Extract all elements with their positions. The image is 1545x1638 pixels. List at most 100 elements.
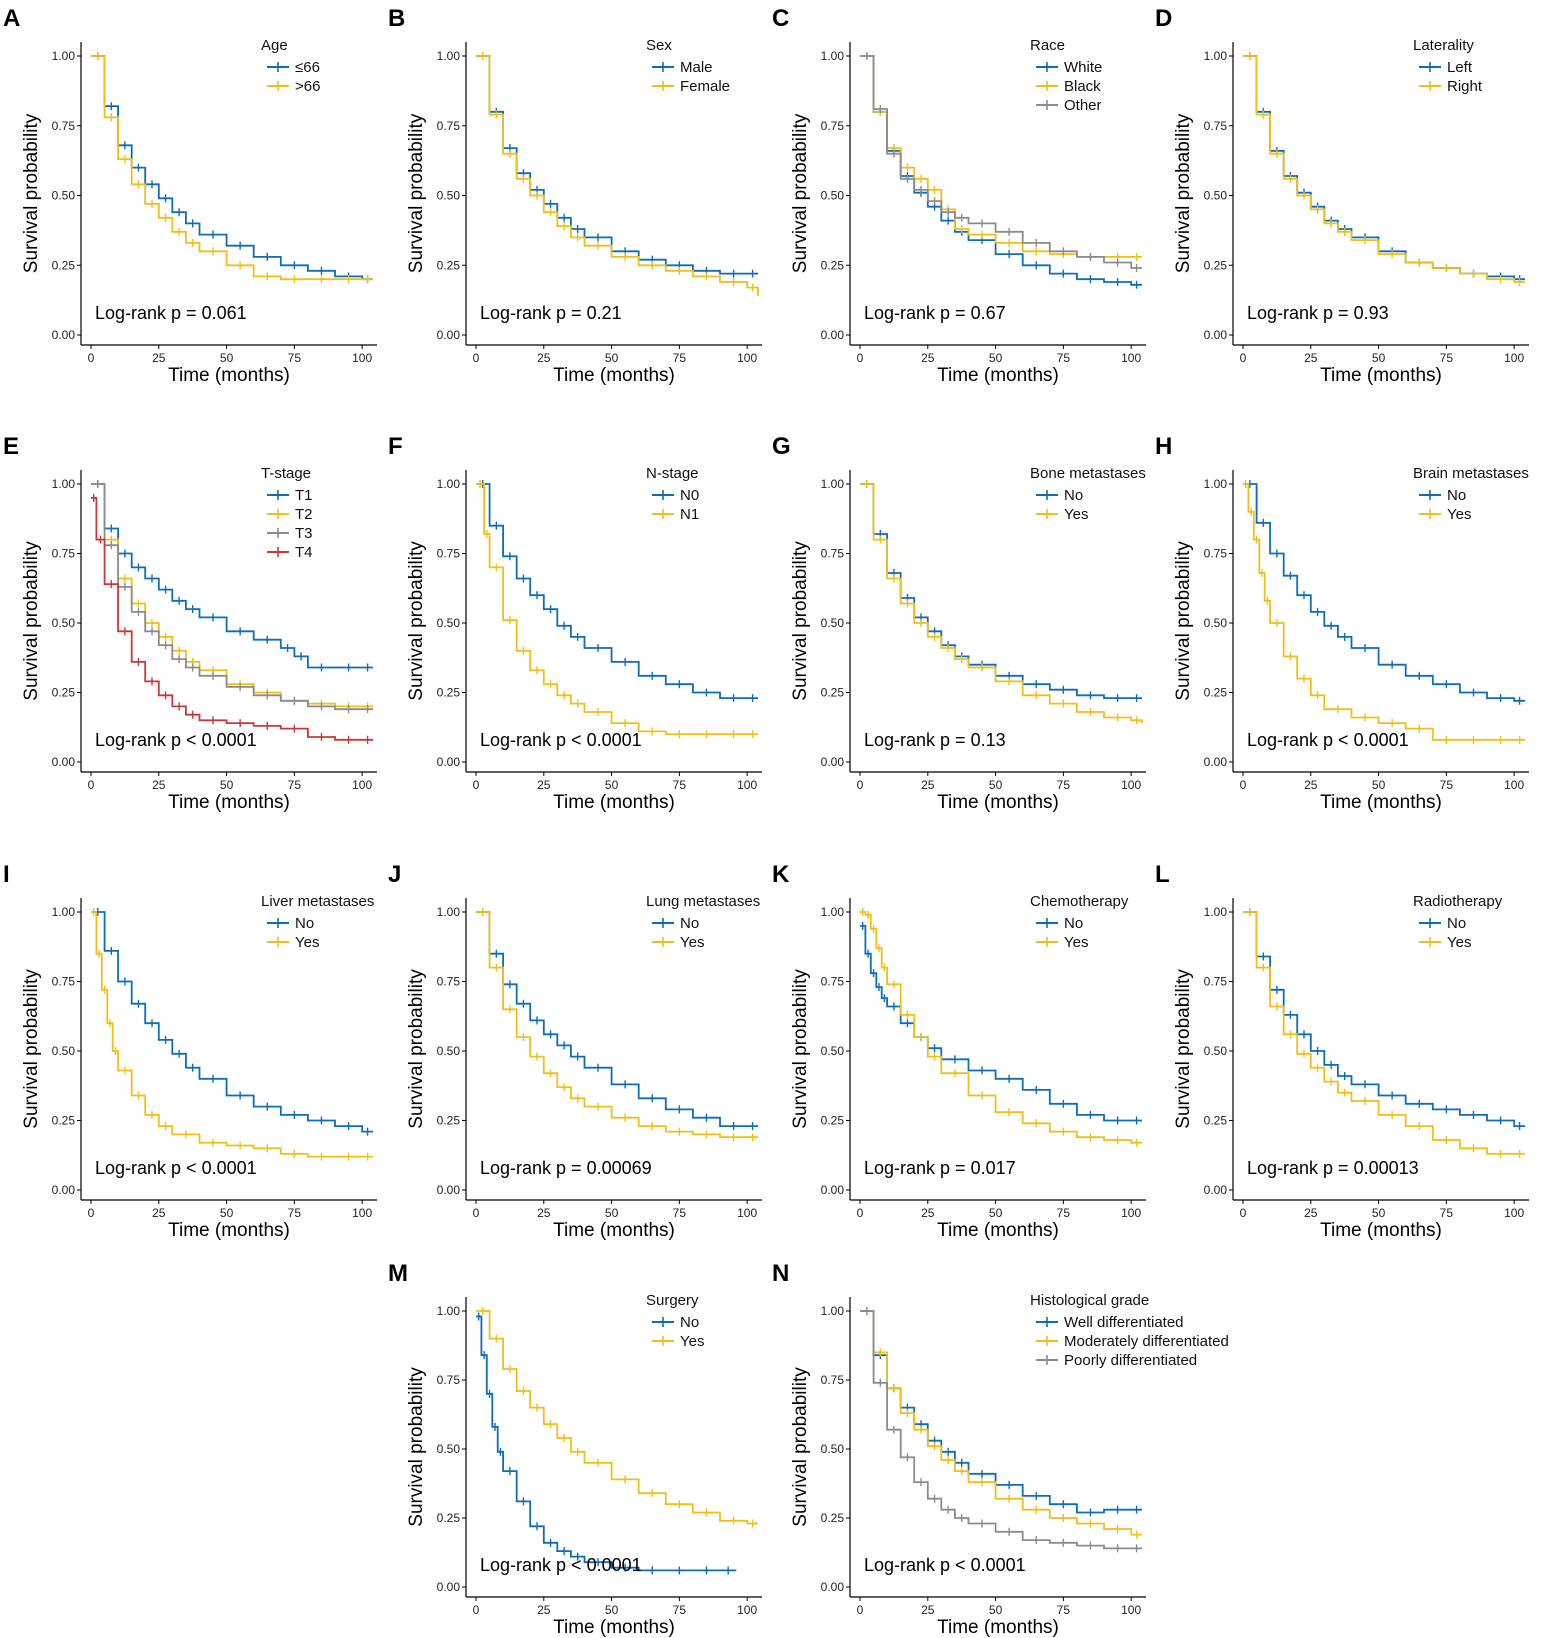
- panel-letter: M: [388, 1260, 408, 1287]
- x-tick-label: 50: [989, 778, 1003, 792]
- y-tick-label: 1.00: [437, 49, 461, 63]
- logrank-pvalue: Log-rank p < 0.0001: [480, 1555, 642, 1575]
- panel-l: L 0.00 0.25 0.50 0.75 1.00 0 25 50 75 100 Time (mon…: [1155, 861, 1529, 1241]
- y-tick-label: 0.75: [437, 119, 461, 133]
- survival-curve: [476, 483, 758, 736]
- survival-curve: [91, 483, 373, 711]
- x-tick-label: 100: [1121, 1603, 1141, 1617]
- panel-letter: B: [388, 5, 405, 32]
- x-axis-title: Time (months): [553, 792, 675, 813]
- y-axis-title: Survival probability: [1173, 969, 1194, 1129]
- y-tick-label: 1.00: [1204, 477, 1228, 491]
- legend-label: No: [1064, 487, 1083, 504]
- x-axis-title: Time (months): [937, 365, 1059, 386]
- x-tick-label: 50: [989, 1603, 1003, 1617]
- x-tick-label: 100: [737, 1206, 757, 1220]
- x-tick-label: 0: [473, 1603, 480, 1617]
- panel-e: E 0.00 0.25 0.50 0.75 1.00 0 25 50 75 100 Time (mon…: [3, 433, 377, 813]
- x-tick-label: 75: [1440, 351, 1454, 365]
- x-tick-label: 0: [88, 1206, 95, 1220]
- y-tick-label: 0.25: [821, 1114, 845, 1128]
- panel-g: G 0.00 0.25 0.50 0.75 1.00 0 25 50 75 100 Time (mon…: [772, 433, 1146, 813]
- y-tick-label: 0.00: [1204, 1183, 1228, 1197]
- legend-label: Moderately differentiated: [1064, 1333, 1229, 1350]
- y-tick-label: 0.00: [52, 1183, 76, 1197]
- panel-k: K 0.00 0.25 0.50 0.75 1.00 0 25 50 75 100 Time (mon…: [772, 861, 1146, 1241]
- y-tick-label: 0.25: [1204, 1114, 1228, 1128]
- x-tick-label: 25: [1304, 351, 1318, 365]
- y-tick-label: 0.50: [437, 1044, 461, 1058]
- y-tick-label: 1.00: [1204, 49, 1228, 63]
- panel-m: M 0.00 0.25 0.50 0.75 1.00 0 25 50 75 100 Time (mon…: [388, 1260, 762, 1638]
- legend-label: Black: [1064, 78, 1101, 95]
- survival-curve: [1243, 55, 1525, 281]
- y-tick-label: 0.75: [821, 547, 845, 561]
- survival-curve: [476, 1315, 737, 1572]
- x-tick-label: 25: [1304, 778, 1318, 792]
- legend-label: Yes: [295, 934, 319, 951]
- y-tick-label: 1.00: [821, 1304, 845, 1318]
- survival-curve: [860, 1310, 1142, 1550]
- x-tick-label: 75: [1057, 351, 1071, 365]
- y-tick-label: 0.50: [52, 189, 76, 203]
- legend-label: T1: [295, 487, 313, 504]
- logrank-pvalue: Log-rank p < 0.0001: [95, 730, 257, 750]
- y-tick-label: 1.00: [52, 477, 76, 491]
- legend-label: Yes: [1064, 934, 1088, 951]
- y-tick-label: 0.50: [821, 1044, 845, 1058]
- logrank-pvalue: Log-rank p = 0.061: [95, 303, 247, 323]
- y-tick-label: 0.00: [437, 755, 461, 769]
- y-tick-label: 0.75: [1204, 119, 1228, 133]
- survival-curve: [860, 911, 1142, 1144]
- y-tick-label: 0.75: [1204, 975, 1228, 989]
- x-axis-title: Time (months): [1320, 1220, 1442, 1241]
- x-tick-label: 25: [1304, 1206, 1318, 1220]
- legend-label: N1: [680, 506, 699, 523]
- x-tick-label: 25: [921, 1603, 935, 1617]
- x-tick-label: 100: [352, 778, 372, 792]
- x-tick-label: 50: [1372, 1206, 1386, 1220]
- x-tick-label: 50: [220, 778, 234, 792]
- y-tick-label: 0.50: [437, 1442, 461, 1456]
- legend-label: >66: [295, 78, 320, 95]
- logrank-pvalue: Log-rank p = 0.67: [864, 303, 1006, 323]
- y-axis-title: Survival probability: [21, 541, 42, 701]
- y-tick-label: 0.75: [52, 975, 76, 989]
- y-tick-label: 0.00: [821, 755, 845, 769]
- y-tick-label: 0.25: [437, 1511, 461, 1525]
- x-axis-title: Time (months): [168, 792, 290, 813]
- legend-label: Well differentiated: [1064, 1314, 1184, 1331]
- y-tick-label: 0.00: [1204, 755, 1228, 769]
- x-tick-label: 0: [1240, 1206, 1247, 1220]
- x-tick-label: 50: [605, 351, 619, 365]
- y-tick-label: 0.00: [821, 1580, 845, 1594]
- legend-title: Liver metastases: [261, 893, 374, 910]
- legend-title: N-stage: [646, 465, 699, 482]
- y-axis-title: Survival probability: [406, 113, 427, 273]
- panel-letter: D: [1155, 5, 1172, 32]
- legend-label: Right: [1447, 78, 1483, 95]
- y-tick-label: 0.50: [821, 1442, 845, 1456]
- legend-label: Female: [680, 78, 730, 95]
- legend-label: Other: [1064, 97, 1102, 114]
- y-tick-label: 1.00: [1204, 905, 1228, 919]
- y-tick-label: 0.75: [821, 1373, 845, 1387]
- panel-letter: C: [772, 5, 789, 32]
- y-tick-label: 0.25: [52, 1114, 76, 1128]
- survival-curve: [91, 911, 373, 1133]
- y-tick-label: 0.00: [1204, 328, 1228, 342]
- legend-label: Yes: [1447, 934, 1471, 951]
- x-tick-label: 100: [737, 778, 757, 792]
- x-tick-label: 50: [605, 1603, 619, 1617]
- legend-label: Left: [1447, 59, 1473, 76]
- panel-f: F 0.00 0.25 0.50 0.75 1.00 0 25 50 75 100 Time (mon…: [388, 433, 762, 813]
- x-tick-label: 25: [537, 351, 551, 365]
- legend-label: Yes: [680, 934, 704, 951]
- x-tick-label: 75: [673, 1603, 687, 1617]
- survival-curve: [476, 55, 759, 296]
- x-tick-label: 100: [1121, 351, 1141, 365]
- y-axis-title: Survival probability: [406, 969, 427, 1129]
- y-tick-label: 0.75: [52, 119, 76, 133]
- y-axis-title: Survival probability: [790, 113, 811, 273]
